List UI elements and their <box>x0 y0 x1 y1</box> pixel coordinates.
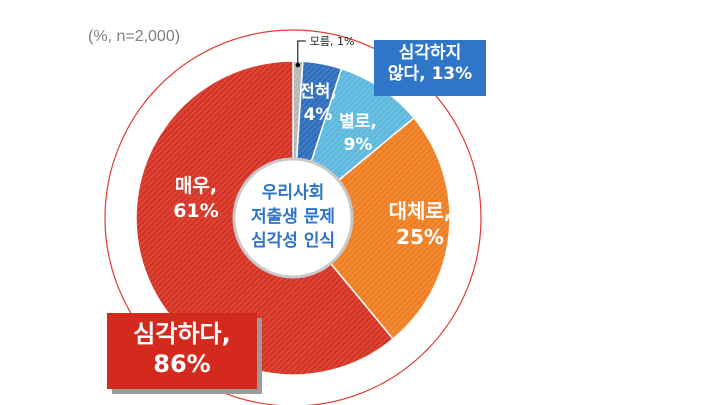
serious-line-2: 86% <box>153 350 211 378</box>
slice-label-very: 매우, 61% <box>173 175 218 222</box>
center-label-line-3: 심각성 인식 <box>251 231 335 251</box>
not-serious-line-2: 않다, 13% <box>387 64 473 85</box>
center-disk <box>232 157 354 279</box>
slice-label-somewhat: 대체로, 25% <box>389 199 452 249</box>
center-label-line-1: 우리사회 <box>262 183 325 203</box>
sample-note: (%, n=2,000) <box>88 28 181 45</box>
dont-know-leader-dot <box>295 62 301 68</box>
outer-ring <box>104 29 482 405</box>
center-label-line-2: 저출생 문제 <box>251 207 335 227</box>
serious-group-label: 심각하다, 86% <box>107 313 257 389</box>
slice-label-not-at-all: 전혀, 4% <box>299 82 337 125</box>
slice-labels: 전혀, 4% 별로, 9% 대체로, 25% 매우, 61% <box>173 82 451 249</box>
dont-know-leader-line <box>297 40 306 66</box>
slice-label-dont-know: 모름, 1% <box>310 35 355 48</box>
not-serious-group-label: 심각하지 않다, 13% <box>374 40 486 96</box>
slice-label-not-much: 별로, 9% <box>339 112 377 155</box>
serious-line-1: 심각하다, <box>133 320 231 348</box>
slice-hatch-somewhat <box>293 117 450 339</box>
not-serious-line-1: 심각하지 <box>398 43 462 63</box>
dont-know-leader: 모름, 1% <box>295 35 355 68</box>
